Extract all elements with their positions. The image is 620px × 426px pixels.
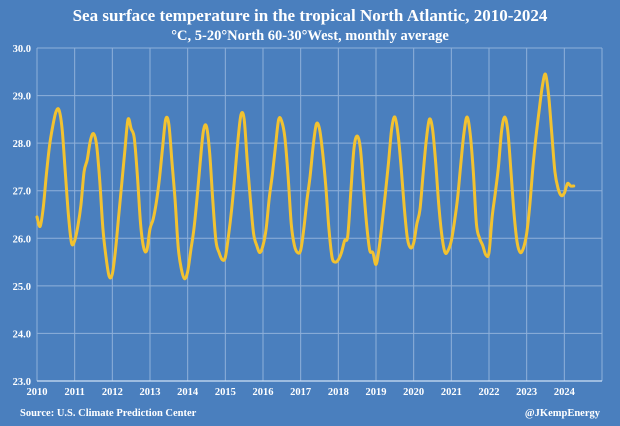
- x-tick-label: 2016: [253, 387, 274, 398]
- y-tick-label: 29.0: [13, 92, 31, 103]
- credit-note: @JKempEnergy: [525, 408, 601, 419]
- x-tick-label: 2012: [102, 387, 123, 398]
- y-axis-ticks: 23.0 24.0 25.0 26.0 27.0 28.0 29.0 30.0: [13, 44, 31, 388]
- series-line: [35, 72, 576, 281]
- x-tick-label: 2014: [177, 387, 199, 398]
- x-tick-label: 2015: [215, 387, 236, 398]
- y-tick-label: 24.0: [13, 329, 31, 340]
- y-tick-label: 26.0: [13, 234, 31, 245]
- chart-title: Sea surface temperature in the tropical …: [73, 6, 548, 25]
- series-layer: [35, 72, 576, 281]
- x-tick-label: 2011: [64, 387, 84, 398]
- x-tick-label: 2017: [290, 387, 311, 398]
- y-tick-label: 25.0: [13, 282, 31, 293]
- x-axis-ticks: 2010 2011 2012 2013 2014 2015 2016 2017 2018 2019…: [27, 387, 576, 398]
- y-tick-label: 28.0: [13, 139, 31, 150]
- y-tick-label: 30.0: [13, 44, 31, 55]
- grid: [36, 47, 603, 382]
- x-tick-label: 2024: [554, 387, 576, 398]
- x-tick-label: 2018: [328, 387, 349, 398]
- x-tick-label: 2019: [366, 387, 387, 398]
- x-tick-label: 2023: [516, 387, 537, 398]
- x-tick-label: 2022: [479, 387, 500, 398]
- x-tick-label: 2020: [403, 387, 424, 398]
- x-tick-label: 2010: [27, 387, 48, 398]
- source-note: Source: U.S. Climate Prediction Center: [20, 408, 197, 419]
- y-tick-label: 27.0: [13, 187, 31, 198]
- y-tick-label: 23.0: [13, 377, 31, 388]
- chart-subtitle: °C, 5-20°North 60-30°West, monthly avera…: [171, 28, 449, 44]
- x-tick-label: 2013: [140, 387, 161, 398]
- x-tick-label: 2021: [441, 387, 462, 398]
